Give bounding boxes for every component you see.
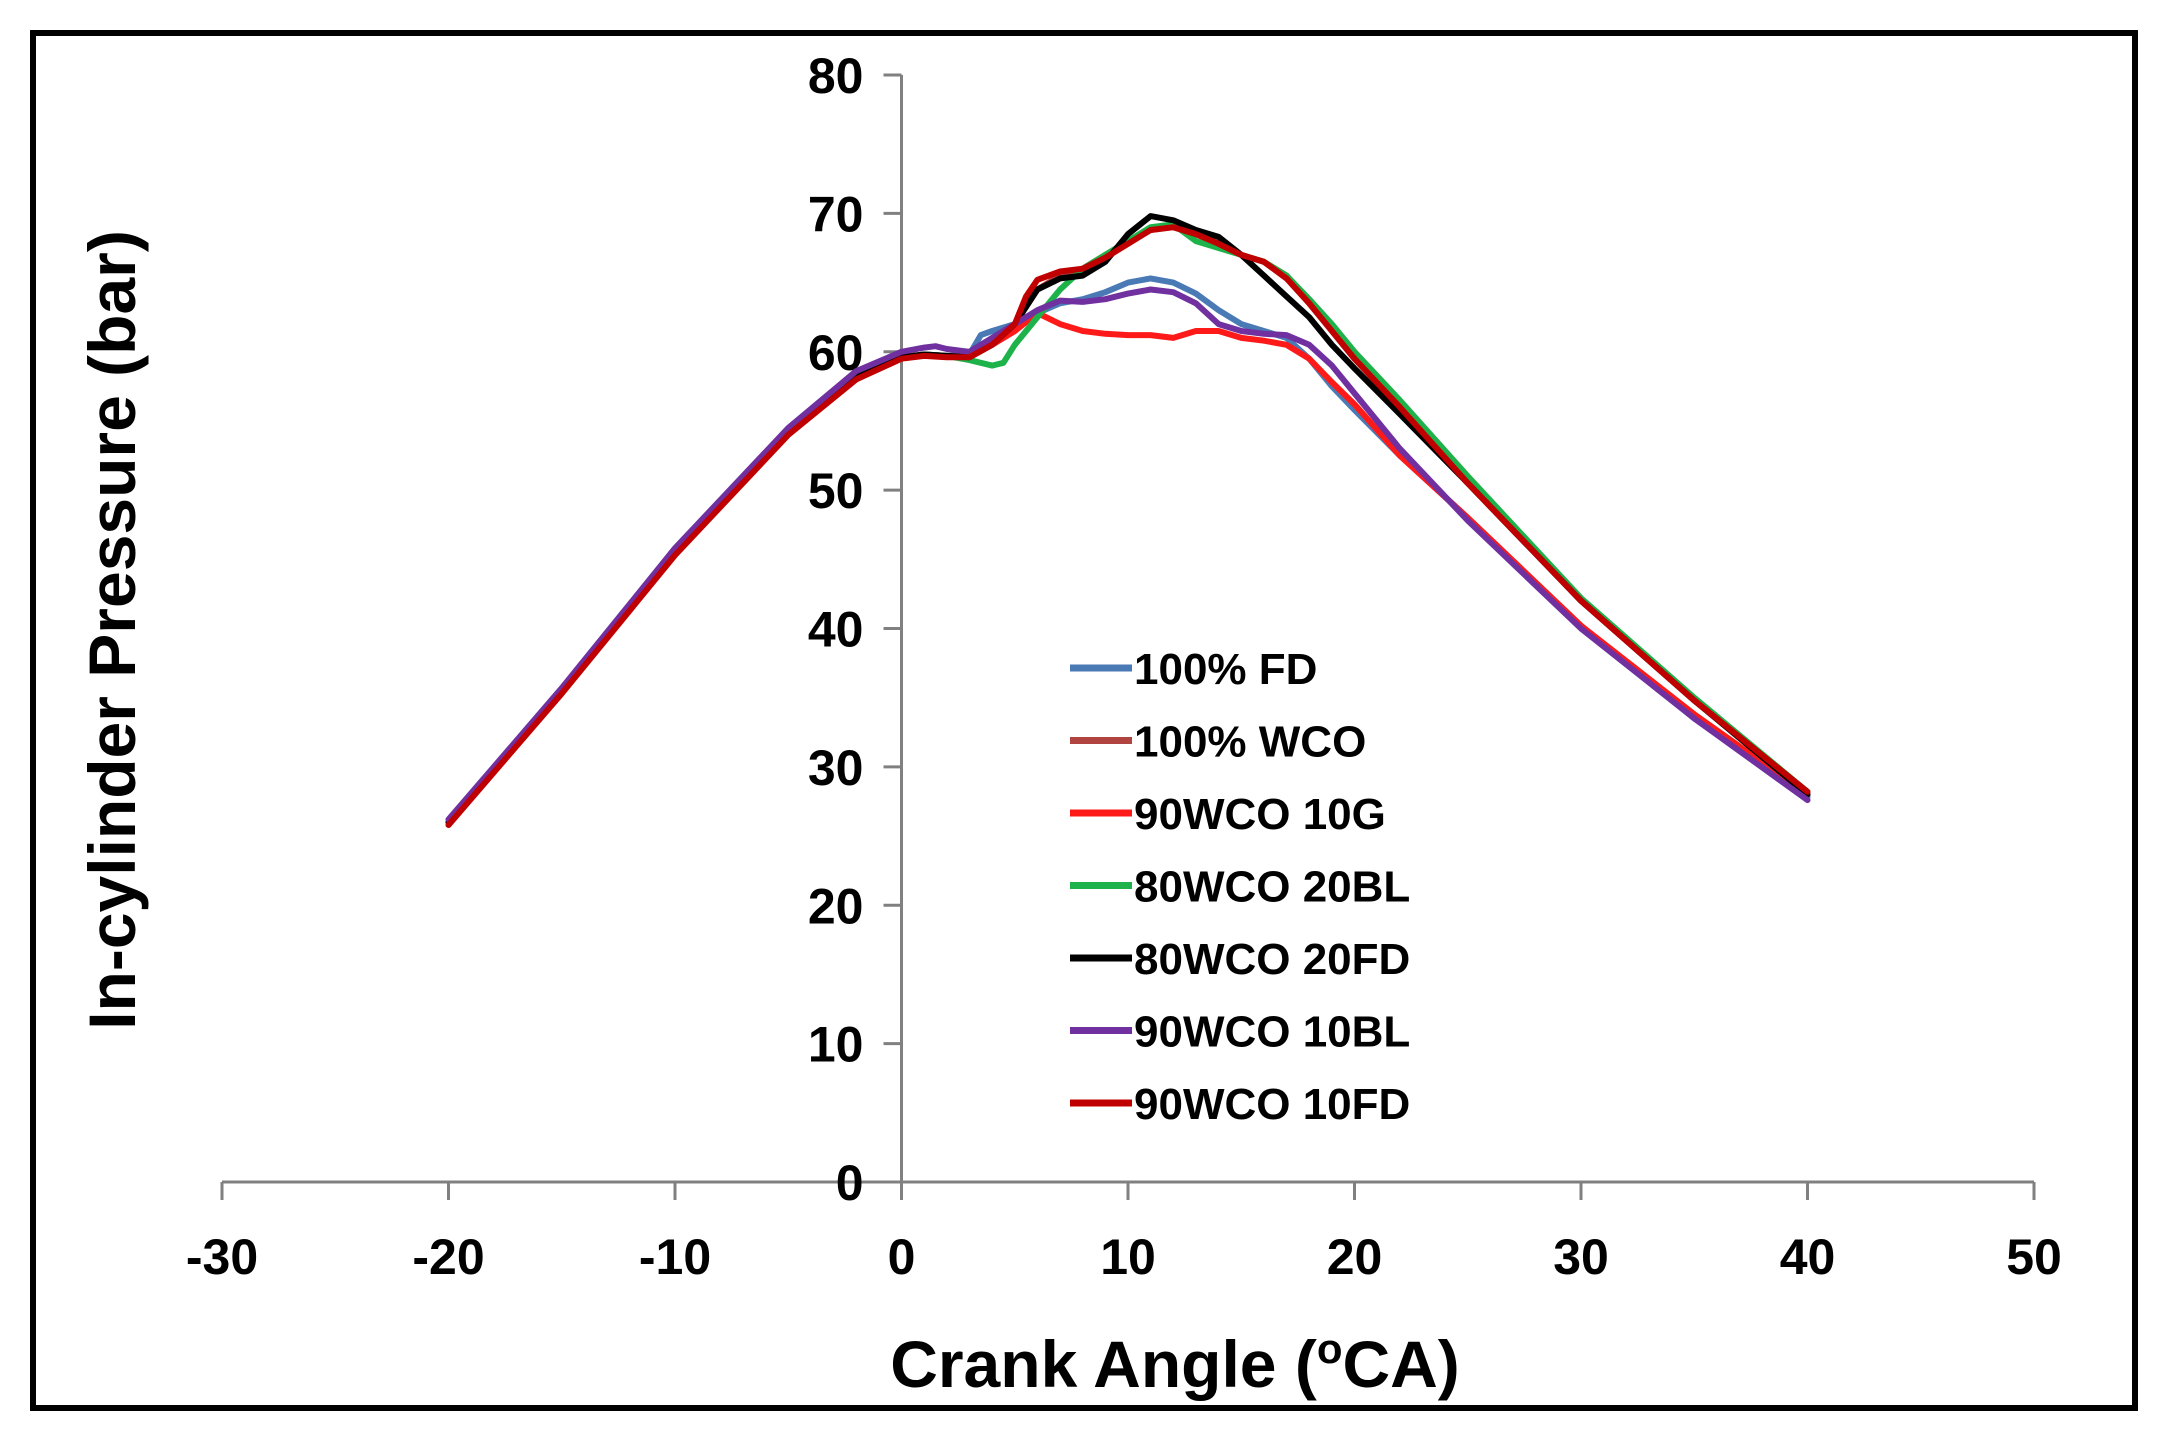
y-tick-label: 40 [808, 602, 864, 658]
y-tick-label: 0 [836, 1155, 864, 1211]
y-tick-label: 50 [808, 463, 864, 519]
series-line-90wco-10fd [445, 224, 1811, 828]
x-tick-label: 20 [1327, 1229, 1383, 1285]
legend-label: 90WCO 10FD [1134, 1080, 1410, 1129]
legend-label: 80WCO 20BL [1134, 863, 1410, 912]
series-layer [445, 213, 1811, 828]
legend: 100% FD 100% WCO 90WCO 10G 80WCO 20BL 80WCO … [1070, 645, 1410, 1129]
x-axis-title-text: Crank Angle ( [890, 1327, 1317, 1401]
y-tick-label: 30 [808, 740, 864, 796]
x-tick-label: -20 [412, 1229, 484, 1285]
legend-label: 100% WCO [1134, 718, 1366, 767]
legend-label: 80WCO 20FD [1134, 935, 1410, 984]
series-line-90wco-10bl [445, 286, 1811, 823]
x-tick-label: 50 [2006, 1229, 2062, 1285]
series-line-80wco-20bl [445, 221, 1811, 826]
y-tick-label: 70 [808, 186, 864, 242]
legend-label: 90WCO 10G [1134, 790, 1386, 839]
x-tick-label: -10 [639, 1229, 711, 1285]
x-tick-label: 10 [1100, 1229, 1156, 1285]
y-axis-title: In-cylinder Pressure (bar) [75, 230, 149, 1030]
x-axis-title: Crank Angle (oCA) [890, 1325, 1460, 1401]
legend-label: 100% FD [1134, 645, 1317, 694]
y-tick-label: 80 [808, 48, 864, 104]
series-line-80wco-20fd [445, 213, 1811, 826]
x-ticks: -30 -20 -10 0 10 20 30 40 50 [186, 1182, 2062, 1285]
x-axis-title-unit: CA) [1342, 1327, 1459, 1401]
x-tick-label: 30 [1553, 1229, 1609, 1285]
y-tick-label: 20 [808, 878, 864, 934]
x-tick-label: 40 [1780, 1229, 1836, 1285]
x-axis-title-sup: o [1317, 1325, 1343, 1372]
legend-label: 90WCO 10BL [1134, 1008, 1410, 1057]
series-line-90wco-10g [445, 310, 1811, 826]
y-tick-label: 10 [808, 1017, 864, 1073]
x-tick-label: -30 [186, 1229, 258, 1285]
x-tick-label: 0 [888, 1229, 916, 1285]
series-line-100-wco [445, 224, 1811, 826]
